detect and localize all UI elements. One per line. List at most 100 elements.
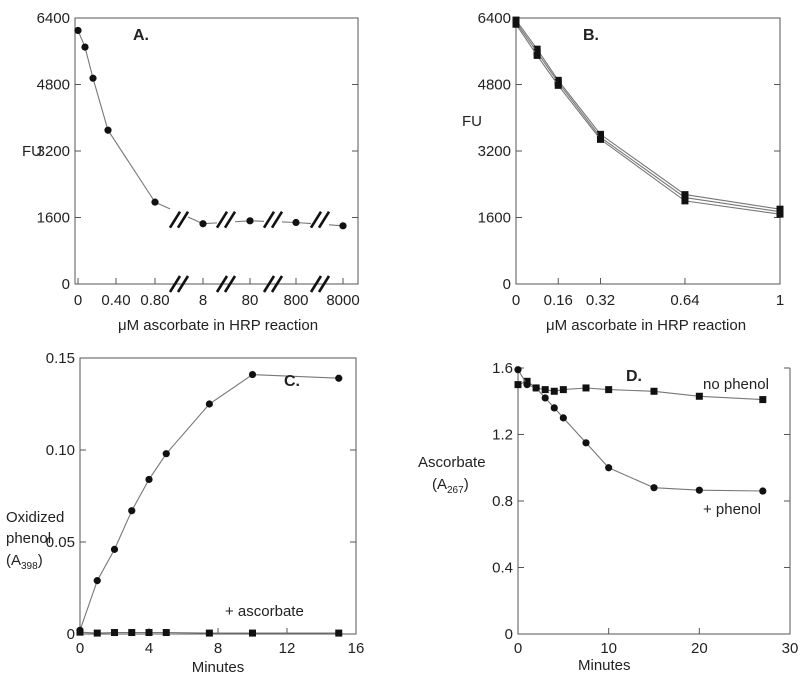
y-axis-label-line1: Ascorbate <box>418 454 486 471</box>
x-tick-label: 0.64 <box>670 292 699 309</box>
x-tick-label: 4 <box>145 640 153 657</box>
x-tick-label: 0.40 <box>101 292 130 309</box>
data-point <box>81 43 89 51</box>
axis-break-mark <box>223 275 237 293</box>
x-tick-label: 0.80 <box>140 292 169 309</box>
panel-label: D. <box>626 368 642 385</box>
annotation-no-phenol: no phenol <box>703 376 769 393</box>
y-tick-label: 0.4 <box>492 560 513 577</box>
axis-break-mark <box>215 275 229 293</box>
data-point <box>550 404 558 412</box>
data-point <box>559 414 567 422</box>
data-point <box>514 366 522 374</box>
axis-break-mark <box>215 210 229 229</box>
data-point <box>681 197 689 205</box>
data-point <box>759 487 767 495</box>
x-tick-label: 80 <box>242 292 259 309</box>
data-point <box>205 629 213 637</box>
axis-break-mark <box>176 275 190 293</box>
data-point <box>596 135 604 143</box>
x-tick-label: 0 <box>76 640 84 657</box>
y-tick-label: 0 <box>67 626 75 643</box>
data-point <box>695 486 703 494</box>
y-tick-label: 1.6 <box>492 360 513 377</box>
x-tick-label: 8 <box>214 640 222 657</box>
data-point <box>695 392 703 400</box>
series-line <box>515 19 781 210</box>
data-point <box>582 384 590 392</box>
y-tick-label: 4800 <box>478 77 511 94</box>
x-tick-label: 8 <box>199 292 207 309</box>
annotation-plus-phenol: + phenol <box>703 501 761 518</box>
data-point <box>541 386 549 394</box>
data-point <box>776 210 784 218</box>
x-tick-label: 0.16 <box>544 292 573 309</box>
panel-label: A. <box>133 27 149 44</box>
series-line <box>515 23 781 215</box>
data-point <box>74 26 82 35</box>
data-point <box>76 628 84 636</box>
x-tick-label: 0.32 <box>586 292 615 309</box>
axis-break-mark <box>270 275 284 293</box>
data-point <box>582 439 590 447</box>
data-point <box>605 464 613 472</box>
data-point <box>93 577 101 585</box>
x-tick-label: 12 <box>279 640 296 657</box>
x-tick-label: 20 <box>691 640 708 657</box>
data-point <box>339 222 347 230</box>
plot-frame-a <box>74 17 359 285</box>
y-tick-label: 0 <box>505 626 513 643</box>
data-point <box>151 198 159 206</box>
series-line <box>515 21 781 213</box>
data-point <box>89 74 97 82</box>
data-point <box>128 507 136 515</box>
y-tick-label: 0.10 <box>46 442 75 459</box>
x-tick-label: 30 <box>782 640 799 657</box>
data-point <box>128 629 136 637</box>
data-point <box>759 396 767 404</box>
data-point <box>532 384 540 392</box>
chart-panel-d: 0 0.4 0.8 1.2 1.6 0 10 20 30 D. Ascorbate (A267) no … <box>418 360 798 674</box>
x-tick-label: 800 <box>283 292 308 309</box>
data-point <box>162 450 170 458</box>
y-tick-label: 1600 <box>37 210 70 227</box>
y-tick-label: 0.05 <box>46 534 75 551</box>
y-tick-label: 0 <box>62 276 70 293</box>
axis-break-mark <box>168 210 182 229</box>
data-point <box>605 386 613 394</box>
data-point <box>104 126 112 134</box>
series-line <box>79 374 339 631</box>
y-tick-label: 3200 <box>478 143 511 160</box>
data-point <box>292 218 300 227</box>
series-line <box>92 78 109 131</box>
x-axis-label: Minutes <box>578 657 631 674</box>
series-line <box>107 129 156 203</box>
data-point <box>550 387 558 395</box>
data-point <box>110 545 119 553</box>
data-point <box>249 629 256 637</box>
data-point <box>111 629 118 637</box>
data-point <box>335 374 343 382</box>
y-axis-label-line3: (A398) <box>6 552 43 572</box>
x-tick-label: 10 <box>600 640 617 657</box>
data-point <box>93 629 101 637</box>
axis-break-mark <box>176 210 190 229</box>
y-axis-label-line2: (A267) <box>432 476 469 496</box>
chart-panel-b: 0 1600 3200 4800 6400 0 0.16 0.32 0.64 1 B. FU μM as… <box>462 10 784 334</box>
x-tick-label: 0 <box>514 640 522 657</box>
x-tick-label: 8000 <box>326 292 359 309</box>
y-axis-label: FU <box>462 113 482 130</box>
x-tick-label: 1 <box>776 292 784 309</box>
y-tick-label: 6400 <box>37 10 70 27</box>
data-point <box>512 20 520 28</box>
y-tick-label: 6400 <box>478 10 511 27</box>
y-tick-label: 0.15 <box>46 350 75 367</box>
x-axis-label: Minutes <box>192 659 245 676</box>
chart-panel-a: 0 1600 3200 4800 6400 0 0.40 0.80 8 80 800 8000 A. FU… <box>22 10 360 334</box>
y-tick-label: 4800 <box>37 77 70 94</box>
data-point <box>533 51 541 59</box>
data-point <box>145 629 153 637</box>
axis-break-mark <box>262 210 276 229</box>
data-point <box>335 629 343 637</box>
y-tick-label: 0.8 <box>492 493 513 510</box>
